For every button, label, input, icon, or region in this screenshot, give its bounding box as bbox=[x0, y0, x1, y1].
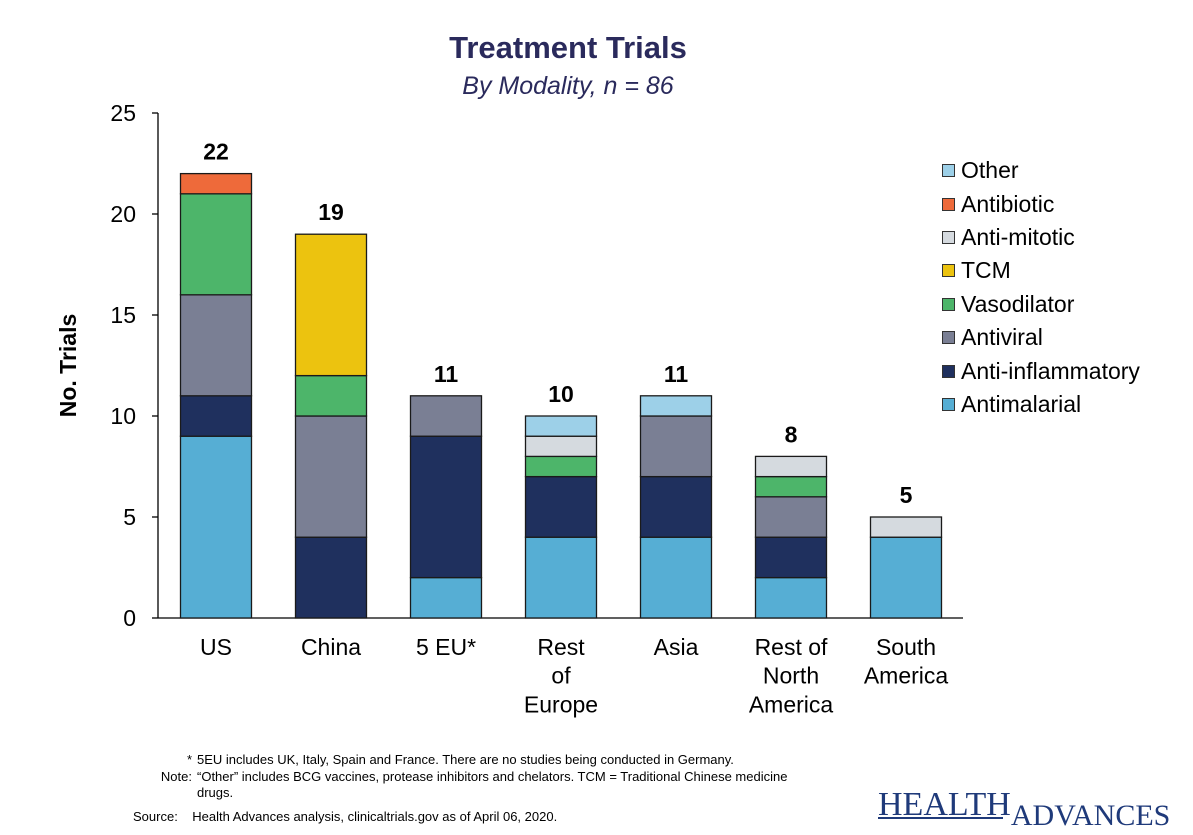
legend-label: Antiviral bbox=[961, 324, 1043, 351]
source-line: Source: Health Advances analysis, clinic… bbox=[133, 809, 557, 824]
chart-legend: Other Antibiotic Anti-mitotic TCM Vasodilato… bbox=[942, 154, 1140, 421]
health-advances-logo: HEALTHADVANCES bbox=[878, 786, 1170, 832]
bar-segment-tcm bbox=[294, 233, 368, 377]
bar-segment-anti-inflammatory bbox=[179, 395, 253, 437]
bar-segment-anti-inflammatory bbox=[639, 475, 713, 538]
x-category-label: of bbox=[551, 663, 571, 689]
bar-segment-anti-inflammatory bbox=[294, 536, 368, 619]
legend-label: Other bbox=[961, 157, 1019, 184]
bar-segment-anti-inflammatory bbox=[409, 435, 483, 579]
legend-item-anti-mitotic: Anti-mitotic bbox=[942, 221, 1140, 254]
footnote-star-text: 5EU includes UK, Italy, Spain and France… bbox=[197, 752, 734, 767]
source-text: Health Advances analysis, clinicaltrials… bbox=[192, 809, 558, 824]
bar-segment-antibiotic bbox=[179, 172, 253, 195]
logo-word-health: HEALTH bbox=[878, 786, 1011, 823]
bar-segment-antiviral bbox=[639, 415, 713, 478]
bar-segment-anti-inflammatory bbox=[754, 536, 828, 579]
x-category-label: America bbox=[864, 663, 949, 689]
x-category-label: Rest of bbox=[755, 634, 828, 660]
legend-swatch bbox=[942, 364, 955, 378]
legend-label: Antimalarial bbox=[961, 390, 1082, 417]
y-axis-title: No. Trials bbox=[55, 314, 81, 418]
chart-title: Treatment Trials bbox=[449, 30, 687, 65]
x-category-label: South bbox=[876, 634, 936, 660]
bar-segment-vasodilator bbox=[754, 475, 828, 498]
bar-segment-other bbox=[524, 415, 598, 437]
x-category-label: America bbox=[749, 691, 834, 717]
bar-segment-antimalarial bbox=[179, 435, 253, 619]
logo-word-advances: ADVANCES bbox=[1010, 799, 1171, 832]
footnotes: * 5EU includes UK, Italy, Spain and Fran… bbox=[133, 752, 817, 802]
legend-label: Anti-mitotic bbox=[961, 223, 1075, 250]
footnote-note-key: Note: bbox=[160, 768, 192, 784]
x-category-label: Rest bbox=[537, 634, 585, 660]
bar-total-label: 10 bbox=[548, 381, 574, 407]
legend-swatch bbox=[942, 297, 955, 311]
legend-label: Vasodilator bbox=[961, 290, 1075, 317]
legend-item-anti-inflammatory: Anti-inflammatory bbox=[942, 354, 1140, 387]
y-tick-label: 15 bbox=[110, 302, 136, 328]
bar-segment-antimalarial bbox=[524, 536, 598, 619]
bar-segment-antimalarial bbox=[754, 576, 828, 619]
bar-total-label: 8 bbox=[785, 421, 798, 447]
legend-label: Antibiotic bbox=[961, 190, 1055, 217]
legend-item-antimalarial: Antimalarial bbox=[942, 388, 1140, 421]
legend-swatch bbox=[942, 397, 955, 411]
bar-segment-antimalarial bbox=[639, 536, 713, 619]
bar-segment-antiviral bbox=[294, 415, 368, 538]
footnote-note-text: “Other” includes BCG vaccines, protease … bbox=[197, 768, 788, 801]
legend-item-vasodilator: Vasodilator bbox=[942, 288, 1140, 321]
x-category-label: Europe bbox=[524, 691, 598, 717]
legend-swatch bbox=[942, 230, 955, 244]
source-key: Source: bbox=[133, 809, 178, 824]
legend-item-antibiotic: Antibiotic bbox=[942, 187, 1140, 220]
legend-swatch bbox=[942, 264, 955, 278]
y-tick-label: 25 bbox=[110, 100, 136, 126]
y-tick-label: 5 bbox=[123, 504, 136, 530]
x-category-label: China bbox=[301, 634, 361, 660]
bar-segment-vasodilator bbox=[524, 455, 598, 478]
bar-total-label: 22 bbox=[203, 139, 229, 165]
x-category-label: US bbox=[200, 634, 232, 660]
logo-underline bbox=[878, 817, 1003, 819]
legend-label: Anti-inflammatory bbox=[961, 357, 1140, 384]
bar-segment-antiviral bbox=[754, 496, 828, 538]
bar-segment-vasodilator bbox=[179, 193, 253, 296]
bar-segment-antimalarial bbox=[869, 536, 943, 619]
x-category-label: 5 EU* bbox=[416, 634, 476, 660]
bar-segment-anti-mitotic bbox=[524, 435, 598, 458]
bar-total-label: 5 bbox=[900, 482, 913, 508]
bar-segment-antiviral bbox=[179, 294, 253, 397]
legend-swatch bbox=[942, 164, 955, 178]
bar-segment-vasodilator bbox=[294, 374, 368, 417]
chart-subtitle: By Modality, n = 86 bbox=[462, 72, 674, 100]
bar-segment-antimalarial bbox=[409, 576, 483, 619]
footnote-star-key: * bbox=[186, 752, 192, 767]
legend-swatch bbox=[942, 331, 955, 345]
legend-item-tcm: TCM bbox=[942, 254, 1140, 287]
bar-segment-anti-inflammatory bbox=[524, 475, 598, 538]
bar-segment-other bbox=[639, 395, 713, 417]
y-tick-label: 0 bbox=[123, 605, 136, 631]
legend-item-other: Other bbox=[942, 154, 1140, 187]
bar-total-label: 11 bbox=[434, 361, 459, 387]
x-category-label: North bbox=[763, 663, 819, 689]
y-tick-label: 10 bbox=[110, 403, 136, 429]
bar-segment-anti-mitotic bbox=[754, 455, 828, 478]
legend-item-antiviral: Antiviral bbox=[942, 321, 1140, 354]
legend-swatch bbox=[942, 197, 955, 211]
legend-label: TCM bbox=[961, 257, 1011, 284]
bar-segment-anti-mitotic bbox=[869, 516, 943, 538]
bar-segment-antiviral bbox=[409, 395, 483, 437]
bar-total-label: 19 bbox=[318, 199, 344, 225]
y-tick-label: 20 bbox=[110, 201, 136, 227]
bar-total-label: 11 bbox=[664, 361, 689, 387]
x-category-label: Asia bbox=[654, 634, 699, 660]
